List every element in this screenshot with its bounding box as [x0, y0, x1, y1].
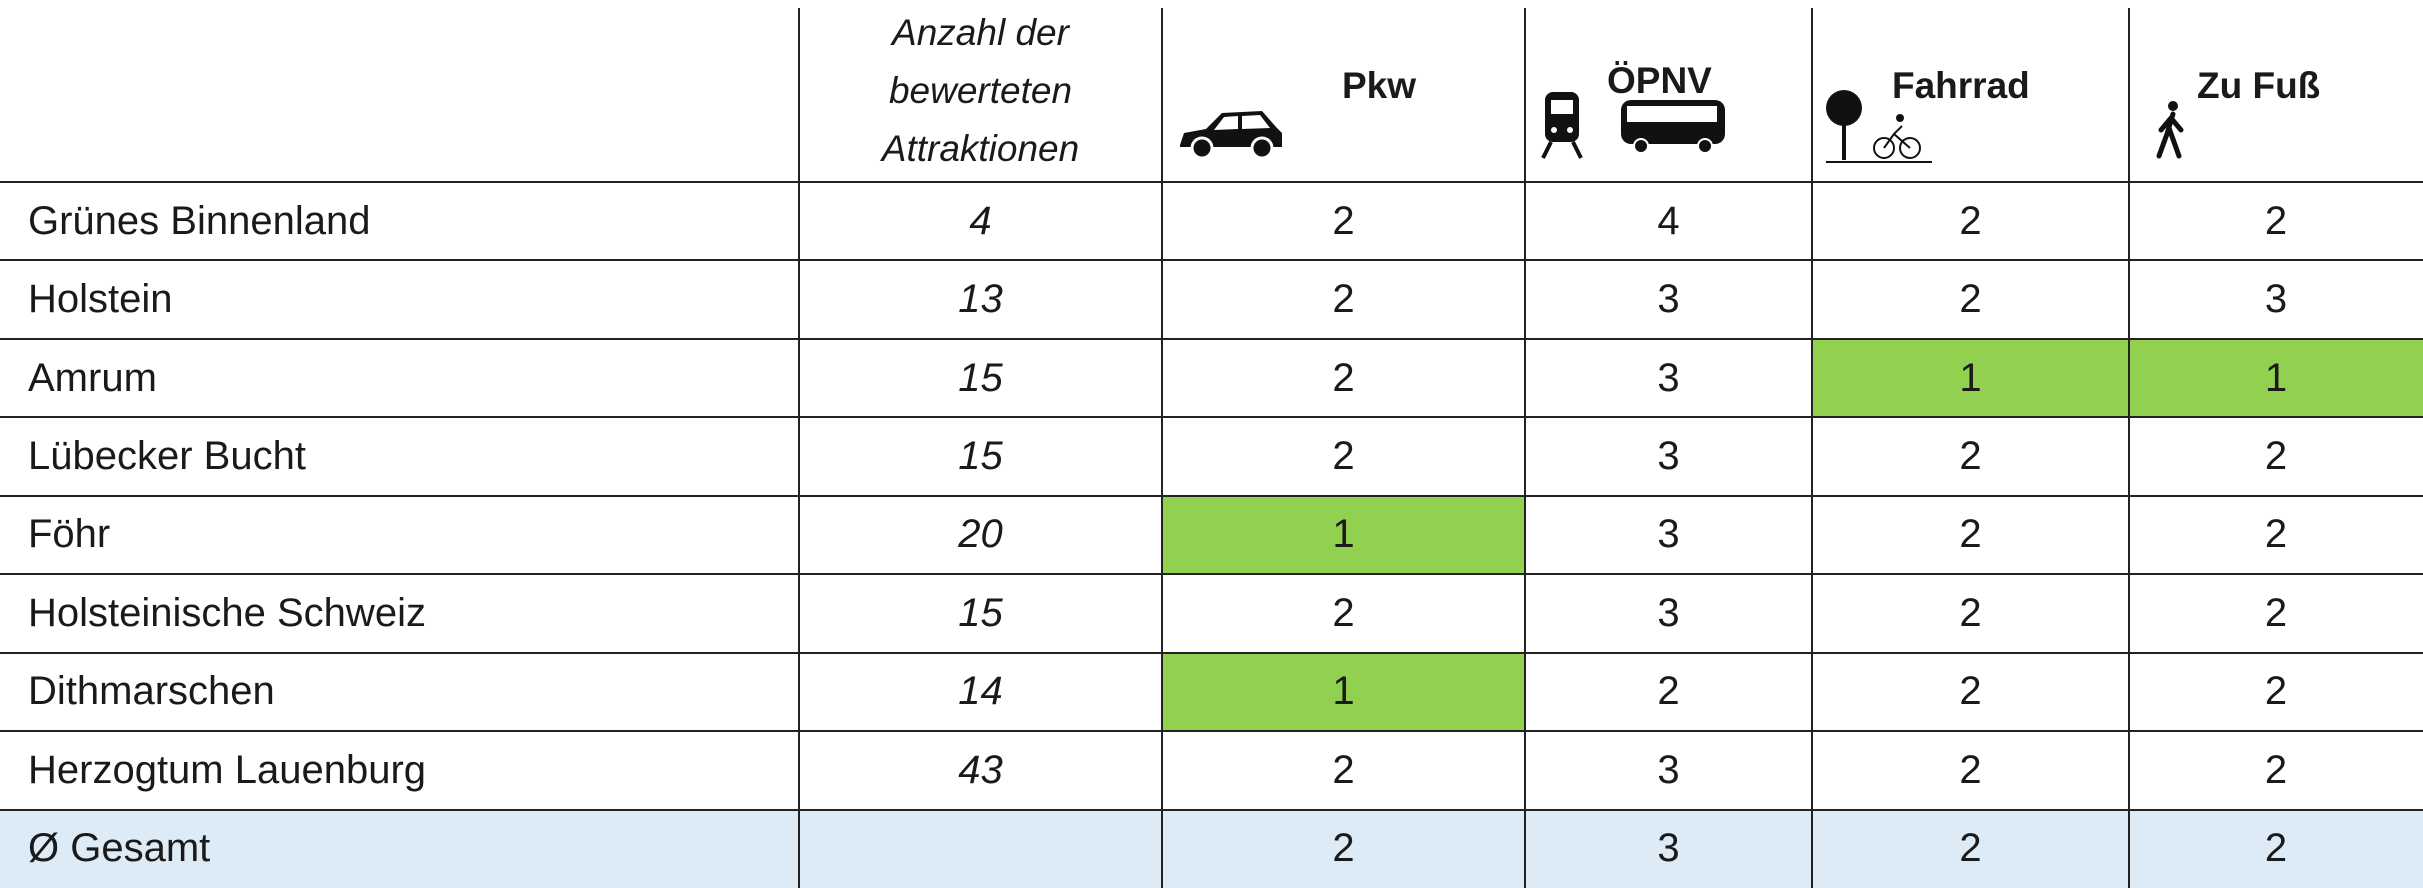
value-cell: 2	[1959, 590, 1982, 635]
value-cell: 2	[2264, 512, 2288, 557]
value-cell: 2	[1959, 826, 1982, 871]
value-cell: 3	[1657, 512, 1680, 557]
mode-label: ÖPNV	[1607, 60, 1712, 101]
column-border	[2128, 8, 2130, 888]
value-cell: 3	[1657, 590, 1680, 635]
mode-label: Fahrrad	[1892, 65, 2030, 106]
region-cell: Dithmarschen	[28, 669, 275, 714]
mode-header: ÖPNV	[1525, 0, 1812, 182]
row-border	[0, 730, 2423, 733]
region-cell: Herzogtum Lauenburg	[28, 747, 427, 792]
row-border	[0, 337, 2423, 340]
row-border	[0, 651, 2423, 654]
row-border	[0, 259, 2423, 262]
count-cell: 15	[958, 590, 1003, 635]
value-cell: 2	[1959, 512, 1982, 557]
count-cell: 13	[958, 277, 1003, 322]
mode-header-content: Zu Fuß	[2129, 0, 2423, 182]
value-cell: 3	[2264, 277, 2288, 322]
row-border	[0, 416, 2423, 419]
count-cell: 4	[969, 198, 992, 243]
row-border	[0, 494, 2423, 497]
column-border	[1161, 8, 1163, 888]
value-cell: 2	[1959, 669, 1982, 714]
value-cell: 2	[1657, 669, 1680, 714]
mode-header-content: ÖPNV	[1525, 0, 1812, 182]
value-cell: 1	[2129, 338, 2423, 418]
mode-label: Zu Fuß	[2197, 65, 2321, 106]
count-cell: 14	[958, 669, 1003, 714]
value-cell: 2	[2264, 434, 2288, 479]
mode-header-content: Pkw	[1162, 0, 1525, 182]
value-cell: 2	[2264, 590, 2288, 635]
region-cell: Amrum	[28, 355, 157, 400]
value-cell: 2	[1332, 355, 1355, 400]
row-border	[0, 573, 2423, 576]
count-header-line: Anzahl der	[892, 12, 1069, 53]
region-cell: Ø Gesamt	[28, 826, 211, 871]
column-border	[1811, 8, 1813, 888]
value-cell: 2	[1332, 198, 1355, 243]
count-cell: 15	[958, 434, 1003, 479]
value-cell: 3	[1657, 355, 1680, 400]
value-cell: 2	[1332, 277, 1355, 322]
total-row-bg	[0, 809, 2423, 888]
value-cell: 2	[2264, 826, 2288, 871]
value-cell: 2	[1332, 747, 1355, 792]
column-border	[1524, 8, 1526, 888]
value-cell: 3	[1657, 277, 1680, 322]
region-cell: Grünes Binnenland	[28, 198, 371, 243]
region-cell: Föhr	[28, 512, 111, 557]
count-header: Anzahl der bewerteten Attraktionen	[799, 0, 1162, 182]
value-cell: 3	[1657, 747, 1680, 792]
value-cell: 2	[1959, 277, 1982, 322]
mode-header: Zu Fuß	[2129, 0, 2423, 182]
region-cell: Holstein	[28, 277, 173, 322]
mode-header: Pkw	[1162, 0, 1525, 182]
value-cell: 3	[1657, 826, 1680, 871]
mode-icon	[2156, 101, 2184, 159]
mode-icon	[1541, 92, 1725, 159]
value-cell: 2	[1959, 747, 1982, 792]
count-cell: 43	[958, 747, 1003, 792]
value-cell: 2	[1332, 434, 1355, 479]
count-header-line: bewerteten	[888, 70, 1073, 111]
row-border	[0, 808, 2423, 811]
count-cell: 20	[958, 512, 1003, 557]
value-cell: 2	[1959, 198, 1982, 243]
mode-header: Fahrrad	[1812, 0, 2129, 182]
value-cell: 1	[1812, 338, 2129, 418]
column-border	[798, 8, 800, 888]
region-cell: Holsteinische Schweiz	[28, 590, 426, 635]
value-cell: 2	[2264, 198, 2288, 243]
mode-icon	[1826, 90, 1932, 163]
value-cell: 4	[1657, 198, 1680, 243]
value-cell: 1	[1162, 495, 1525, 575]
value-cell: 2	[1332, 826, 1355, 871]
mode-label: Pkw	[1342, 65, 1417, 106]
count-cell: 15	[958, 355, 1003, 400]
row-border	[0, 181, 2423, 183]
value-cell: 2	[2264, 747, 2288, 792]
count-header-line: Attraktionen	[881, 128, 1080, 169]
value-cell: 2	[2264, 669, 2288, 714]
region-cell: Lübecker Bucht	[28, 434, 306, 479]
value-cell: 2	[1332, 590, 1355, 635]
mode-icon	[1180, 111, 1282, 160]
mode-header-content: Fahrrad	[1812, 0, 2129, 182]
value-cell: 2	[1959, 434, 1982, 479]
value-cell: 3	[1657, 434, 1680, 479]
value-cell: 1	[1162, 652, 1525, 732]
